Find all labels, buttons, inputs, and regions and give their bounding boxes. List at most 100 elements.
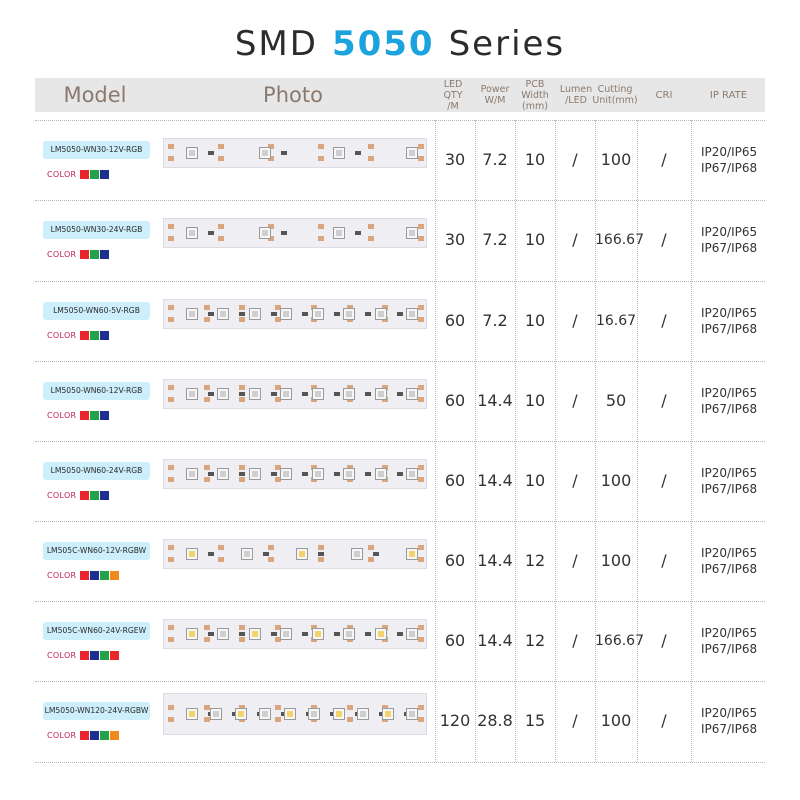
led-chip-core [360, 711, 366, 717]
resistor [281, 231, 287, 235]
pcb-width-value: 15 [524, 711, 546, 730]
pcb-width-value: 10 [524, 150, 546, 169]
solder-pad [204, 637, 210, 642]
resistor [281, 151, 287, 155]
resistor [302, 312, 308, 316]
solder-pad [418, 236, 424, 241]
led-chip-core [315, 471, 321, 477]
solder-pad [311, 305, 317, 310]
row-divider [35, 601, 765, 602]
header-led-qty: LED QTY /M [443, 78, 463, 112]
table-header: Model Photo LED QTY /M Power W/M PCB Wid… [35, 78, 765, 112]
pcb-width-value: 10 [524, 311, 546, 330]
led-chip [186, 548, 198, 560]
led-chip [217, 308, 229, 320]
led-chip [249, 388, 261, 400]
led-chip [186, 628, 198, 640]
led-chip-core [189, 311, 195, 317]
solder-pad [204, 385, 210, 390]
cutting-unit-value: 100 [600, 551, 632, 570]
resistor [239, 472, 245, 476]
lumen-value: / [572, 311, 578, 330]
led-chip-core [409, 391, 415, 397]
solder-pad [268, 144, 274, 149]
solder-pad [218, 224, 224, 229]
solder-pad [418, 224, 424, 229]
led-chip-core [262, 711, 268, 717]
led-chip-core [189, 551, 195, 557]
title-suffix: Series [448, 24, 566, 64]
resistor [397, 392, 403, 396]
led-strip-photo [163, 619, 427, 649]
led-chip [259, 227, 271, 239]
color-label: COLOR [47, 650, 77, 660]
color-label: COLOR [47, 410, 77, 420]
led-chip [312, 468, 324, 480]
row-divider [35, 681, 765, 682]
solder-pad [418, 317, 424, 322]
solder-pad [239, 317, 245, 322]
led-chip [280, 308, 292, 320]
color-swatch-red [80, 490, 90, 500]
ip-rate-line: IP20/IP65 [701, 225, 758, 239]
color-swatch-red [110, 650, 120, 660]
solder-pad [218, 156, 224, 161]
header-cutting-unit: Cutting Unit(mm) [592, 84, 638, 106]
color-swatches: COLOR [47, 730, 120, 740]
led-chip-core [220, 631, 226, 637]
led-qty-value: 60 [444, 311, 466, 330]
led-chip-core [409, 631, 415, 637]
color-swatches: COLOR [47, 249, 110, 259]
solder-pad [204, 397, 210, 402]
model-name: LM505C-WN60-24V-RGEW [43, 622, 150, 640]
solder-pad [239, 625, 245, 630]
solder-pad [168, 224, 174, 229]
solder-pad [239, 385, 245, 390]
solder-pad [168, 625, 174, 630]
led-chip [217, 628, 229, 640]
solder-pad [218, 545, 224, 550]
led-chip-core [220, 311, 226, 317]
ip-rate-value: IP20/IP65 IP67/IP68 [693, 224, 765, 264]
model-name: LM5050-WN60-12V-RGB [43, 382, 150, 400]
solder-pad [239, 305, 245, 310]
row-divider [35, 361, 765, 362]
cri-value: / [661, 711, 667, 730]
led-chip [406, 227, 418, 239]
led-chip [217, 468, 229, 480]
led-chip [280, 628, 292, 640]
solder-pad [218, 144, 224, 149]
ip-rate-line: IP67/IP68 [701, 322, 758, 336]
resistor [239, 632, 245, 636]
led-chip-core [244, 551, 250, 557]
resistor [365, 392, 371, 396]
solder-pad [347, 465, 353, 470]
led-chip-core [409, 551, 415, 557]
resistor [302, 472, 308, 476]
resistor [271, 472, 277, 476]
led-chip-core [238, 711, 244, 717]
color-swatch-orange [110, 730, 120, 740]
solder-pad [368, 144, 374, 149]
solder-pad [368, 545, 374, 550]
solder-pad [418, 557, 424, 562]
resistor [365, 472, 371, 476]
led-chip [333, 708, 345, 720]
color-swatch-green [90, 249, 100, 259]
lumen-value: / [572, 471, 578, 490]
led-chip [186, 708, 198, 720]
cri-value: / [661, 631, 667, 650]
row-divider [35, 281, 765, 282]
ip-rate-line: IP20/IP65 [701, 386, 758, 400]
color-label: COLOR [47, 730, 77, 740]
solder-pad [418, 305, 424, 310]
solder-pad [275, 705, 281, 710]
table-row: LM5050-WN60-24V-RGB COLOR 60 14.4 10 / 100 / IP2… [35, 441, 765, 521]
led-chip-core [315, 311, 321, 317]
led-chip [382, 708, 394, 720]
row-divider [35, 521, 765, 522]
solder-pad [318, 156, 324, 161]
table-row: LM5050-WN30-24V-RGB COLOR 30 7.2 10 / 166.67 / I… [35, 200, 765, 280]
led-chip-core [336, 150, 342, 156]
solder-pad [418, 385, 424, 390]
